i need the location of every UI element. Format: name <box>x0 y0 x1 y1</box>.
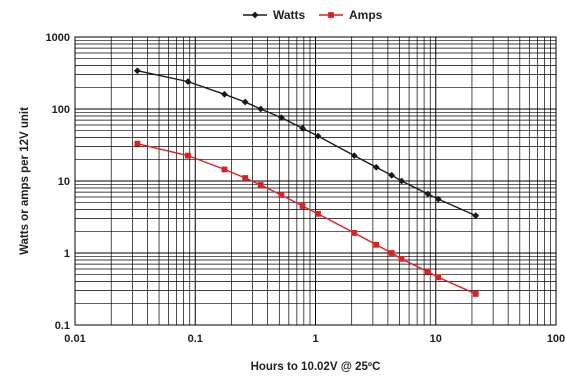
watts-point <box>257 105 265 113</box>
legend: Watts Amps <box>243 8 383 22</box>
watts-point <box>424 190 432 198</box>
amps-series <box>134 140 479 297</box>
amps-point <box>424 268 431 275</box>
watts-point <box>388 171 396 179</box>
amps-point <box>373 241 380 248</box>
x-tick-label: 0.01 <box>64 333 85 345</box>
y-tick-label: 100 <box>52 104 70 116</box>
amps-point <box>315 210 321 217</box>
amps-point <box>257 182 264 188</box>
watts-point <box>133 67 141 75</box>
legend-label-watts: Watts <box>273 8 306 22</box>
x-tick-label: 100 <box>547 333 565 345</box>
watts-point <box>221 90 228 98</box>
amps-point <box>242 175 249 181</box>
amps-point <box>472 291 479 297</box>
watts-point <box>314 132 322 140</box>
watts-point <box>350 152 358 160</box>
amps-point <box>351 230 358 236</box>
watts-point <box>472 212 480 220</box>
legend-label-amps: Amps <box>349 8 383 22</box>
watts-series <box>133 67 480 220</box>
watts-point <box>299 124 306 132</box>
amps-point <box>278 192 285 198</box>
legend-marker-watts <box>251 11 259 19</box>
x-axis-title: Hours to 10.02V @ 25ºC <box>251 361 381 373</box>
y-axis-title: Watts or amps per 12V unit <box>19 107 31 255</box>
watts-point <box>277 114 285 121</box>
y-tick-label: 1000 <box>46 32 70 44</box>
amps-point <box>185 152 191 159</box>
amps-point <box>134 140 141 147</box>
x-tick-labels: 0.01 0.1 1 10 100 <box>64 333 565 345</box>
amps-point <box>435 274 442 281</box>
amps-point <box>299 203 306 209</box>
legend-item-amps: Amps <box>319 8 383 22</box>
x-tick-label: 1 <box>312 333 318 345</box>
series-layer <box>133 67 480 297</box>
grid <box>74 37 556 326</box>
y-tick-labels: 0.1 1 10 100 1000 <box>46 32 70 332</box>
plot-border <box>74 36 557 326</box>
legend-marker-amps <box>328 12 334 18</box>
amps-point <box>221 166 228 173</box>
y-tick-label: 0.1 <box>55 320 70 332</box>
watts-point <box>434 195 442 203</box>
x-tick-label: 10 <box>430 333 442 345</box>
amps-point <box>388 250 395 256</box>
y-tick-label: 10 <box>58 176 70 188</box>
watts-point <box>241 98 249 106</box>
y-tick-label: 1 <box>64 248 70 260</box>
legend-item-watts: Watts <box>243 8 306 22</box>
watts-point <box>184 78 192 86</box>
x-tick-label: 0.1 <box>188 333 203 345</box>
amps-point <box>398 255 405 262</box>
watts-point <box>398 177 405 185</box>
watts-point <box>372 163 380 171</box>
